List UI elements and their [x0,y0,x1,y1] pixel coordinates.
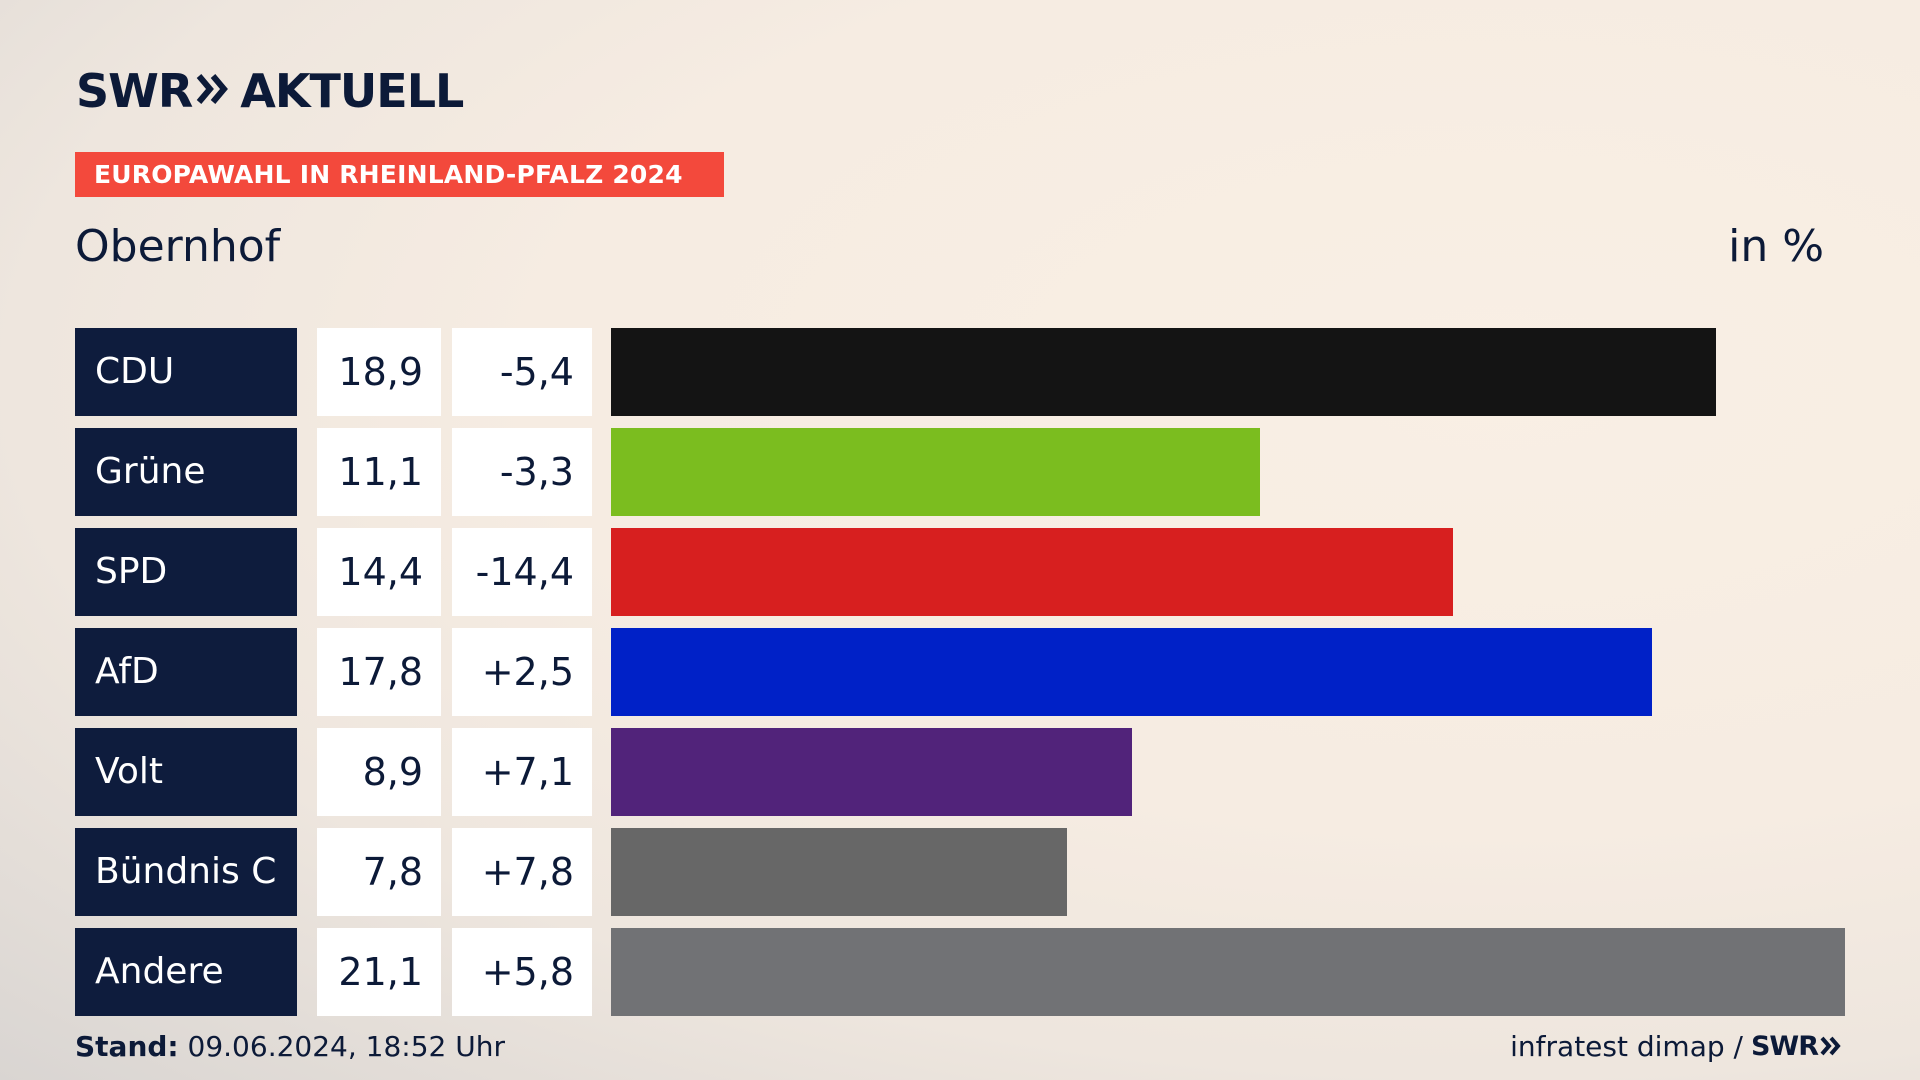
logo-swr-text: SWR [76,64,193,118]
small-double-chevron-icon [1820,1030,1842,1064]
party-label: CDU [75,328,297,416]
chart-row: Volt 8,9 +7,1 [75,728,1845,816]
vote-share-value: 17,8 [317,628,441,716]
chart-row: Grüne 11,1 -3,3 [75,428,1845,516]
vote-change-value: +5,8 [452,928,592,1016]
election-badge: EUROPAWAHL IN RHEINLAND-PFALZ 2024 [75,152,724,197]
source-text: infratest dimap / [1510,1030,1743,1063]
vote-change-value: -3,3 [452,428,592,516]
result-bar [611,528,1453,616]
vote-share-value: 14,4 [317,528,441,616]
result-bar [611,428,1260,516]
chart-row: Andere 21,1 +5,8 [75,928,1845,1016]
vote-change-value: -14,4 [452,528,592,616]
result-bar [611,628,1652,716]
result-bar [611,828,1067,916]
chart-row: CDU 18,9 -5,4 [75,328,1845,416]
vote-change-value: +2,5 [452,628,592,716]
region-title: Obernhof [75,221,281,272]
chart-row: SPD 14,4 -14,4 [75,528,1845,616]
party-label: Volt [75,728,297,816]
result-bar [611,928,1845,1016]
source-credit: infratest dimap / SWR [1510,1030,1842,1064]
vote-share-value: 18,9 [317,328,441,416]
vote-share-value: 11,1 [317,428,441,516]
chart-row: AfD 17,8 +2,5 [75,628,1845,716]
result-bar [611,328,1716,416]
double-chevron-icon [196,72,230,110]
vote-change-value: +7,8 [452,828,592,916]
logo-aktuell-text: AKTUELL [240,64,464,118]
unit-label: in % [1728,221,1824,272]
vote-change-value: -5,4 [452,328,592,416]
stand-value: 09.06.2024, 18:52 Uhr [187,1030,505,1063]
party-label: Andere [75,928,297,1016]
vote-share-value: 7,8 [317,828,441,916]
party-label: Bündnis C [75,828,297,916]
chart-row: Bündnis C 7,8 +7,8 [75,828,1845,916]
party-label: AfD [75,628,297,716]
party-label: SPD [75,528,297,616]
timestamp: Stand: 09.06.2024, 18:52 Uhr [75,1030,505,1064]
party-label: Grüne [75,428,297,516]
stand-label: Stand: [75,1030,179,1063]
vote-share-value: 8,9 [317,728,441,816]
result-bar [611,728,1132,816]
swr-aktuell-logo: SWR AKTUELL [76,64,464,118]
source-logo-swr: SWR [1750,1031,1819,1062]
vote-change-value: +7,1 [452,728,592,816]
vote-share-value: 21,1 [317,928,441,1016]
